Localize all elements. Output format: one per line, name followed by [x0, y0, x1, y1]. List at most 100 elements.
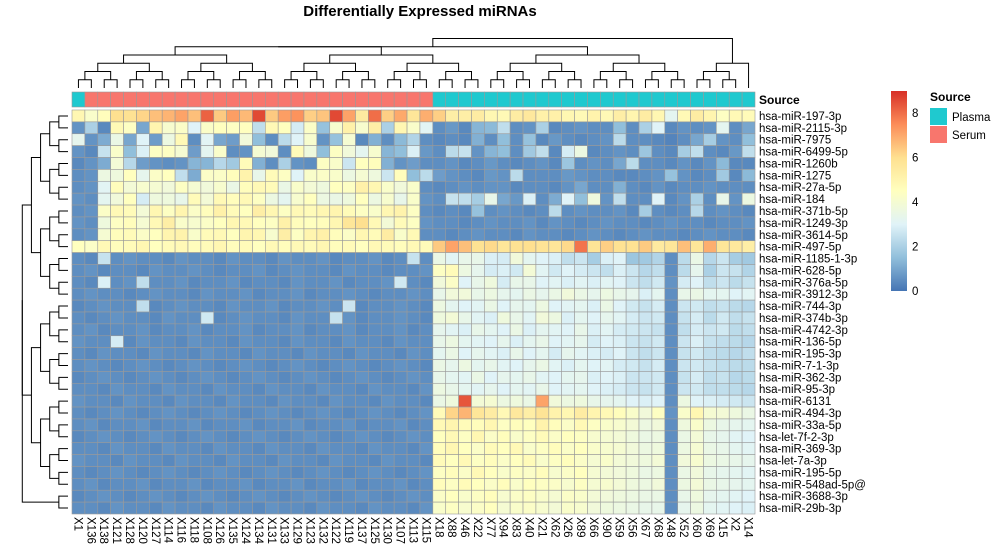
heatmap-cell	[355, 430, 369, 444]
heatmap-cell	[368, 240, 382, 253]
heatmap-cell	[213, 347, 227, 360]
heatmap-cell	[316, 323, 331, 337]
heatmap-cell	[316, 489, 331, 503]
heatmap-cell	[393, 240, 408, 253]
heatmap-cell	[496, 311, 511, 325]
dendrogram-branch	[278, 46, 588, 55]
heatmap-cell	[612, 276, 627, 289]
heatmap-cell	[587, 252, 601, 265]
heatmap-cell	[406, 359, 421, 372]
heatmap-cell	[213, 133, 227, 146]
heatmap-cell	[368, 335, 382, 348]
heatmap-cell	[226, 382, 240, 396]
heatmap-cell	[380, 430, 395, 444]
column-label: X137	[355, 517, 367, 544]
heatmap-cell	[406, 192, 421, 206]
heatmap-cell	[432, 252, 447, 265]
heatmap-cell	[290, 133, 305, 146]
heatmap-cell	[535, 145, 550, 158]
dendrogram-branch	[84, 71, 112, 80]
heatmap-cell	[677, 299, 691, 313]
heatmap-cell	[149, 359, 163, 372]
heatmap-cell	[509, 323, 524, 337]
heatmap-cell	[600, 145, 614, 158]
heatmap-cell	[574, 192, 588, 206]
heatmap-cell	[419, 180, 434, 194]
heatmap-cell	[522, 192, 537, 206]
heatmap-cell	[690, 347, 704, 360]
heatmap-cell	[342, 204, 356, 218]
dendrogram-branch	[445, 71, 472, 80]
heatmap-cell	[342, 169, 356, 182]
heatmap-cell	[496, 347, 511, 360]
heatmap-cell	[406, 157, 421, 170]
heatmap-cell	[664, 204, 678, 218]
dendrogram-branch	[258, 79, 273, 88]
heatmap-cell	[123, 466, 137, 479]
heatmap-cell	[187, 157, 202, 170]
heatmap-cell	[71, 359, 86, 372]
heatmap-cell	[342, 359, 356, 372]
heatmap-cell	[496, 466, 511, 479]
heatmap-cell	[741, 121, 756, 135]
heatmap-cell	[587, 228, 601, 242]
annotation-cell	[548, 91, 562, 108]
heatmap-cell	[226, 442, 240, 455]
heatmap-cell	[677, 394, 691, 408]
heatmap-cell	[716, 335, 730, 348]
heatmap-cell	[368, 394, 382, 408]
heatmap-cell	[458, 371, 472, 384]
chart-title: Differentially Expressed miRNAs	[303, 3, 536, 20]
heatmap-cell	[136, 335, 150, 348]
heatmap-cell	[303, 192, 318, 206]
heatmap-cell	[535, 347, 550, 360]
heatmap-cell	[406, 489, 421, 503]
heatmap-cell	[136, 347, 150, 360]
heatmap-cell	[600, 311, 614, 325]
heatmap-cell	[651, 418, 666, 432]
heatmap-cell	[97, 466, 111, 479]
heatmap-cell	[380, 228, 395, 242]
heatmap-cell	[161, 418, 176, 432]
heatmap-cell	[728, 264, 743, 277]
heatmap-cell	[484, 311, 498, 325]
heatmap-cell	[741, 335, 756, 348]
heatmap-cell	[716, 299, 730, 313]
heatmap-cell	[509, 478, 524, 491]
heatmap-cell	[690, 228, 704, 242]
heatmap-cell	[638, 121, 653, 135]
heatmap-cell	[393, 335, 408, 348]
heatmap-cell	[368, 204, 382, 218]
heatmap-cell	[548, 252, 562, 265]
heatmap-cell	[690, 418, 704, 432]
heatmap-cell	[239, 276, 253, 289]
heatmap-cell	[432, 133, 447, 146]
row-label: hsa-miR-6131	[759, 396, 831, 408]
heatmap-cell	[329, 394, 343, 408]
heatmap-cell	[677, 145, 691, 158]
heatmap-cell	[136, 442, 150, 455]
heatmap-cell	[600, 335, 614, 348]
dendrogram-branch	[58, 471, 68, 485]
heatmap-cell	[509, 406, 524, 420]
heatmap-cell	[329, 489, 343, 503]
heatmap-cell	[110, 276, 124, 289]
heatmap-cell	[509, 109, 524, 123]
heatmap-cell	[316, 347, 331, 360]
annotation-cell	[149, 91, 163, 108]
row-label: hsa-miR-1260b	[759, 158, 838, 170]
heatmap-cell	[110, 311, 124, 325]
dendrogram-branch	[58, 281, 68, 295]
heatmap-cell	[509, 133, 524, 146]
heatmap-cell	[625, 252, 640, 265]
heatmap-cell	[316, 406, 331, 420]
heatmap-cell	[406, 276, 421, 289]
heatmap-cell	[716, 109, 730, 123]
heatmap-cell	[728, 252, 743, 265]
heatmap-cell	[213, 454, 227, 467]
heatmap-cell	[329, 347, 343, 360]
heatmap-cell	[509, 252, 524, 265]
heatmap-cell	[484, 442, 498, 455]
heatmap-cell	[587, 276, 601, 289]
